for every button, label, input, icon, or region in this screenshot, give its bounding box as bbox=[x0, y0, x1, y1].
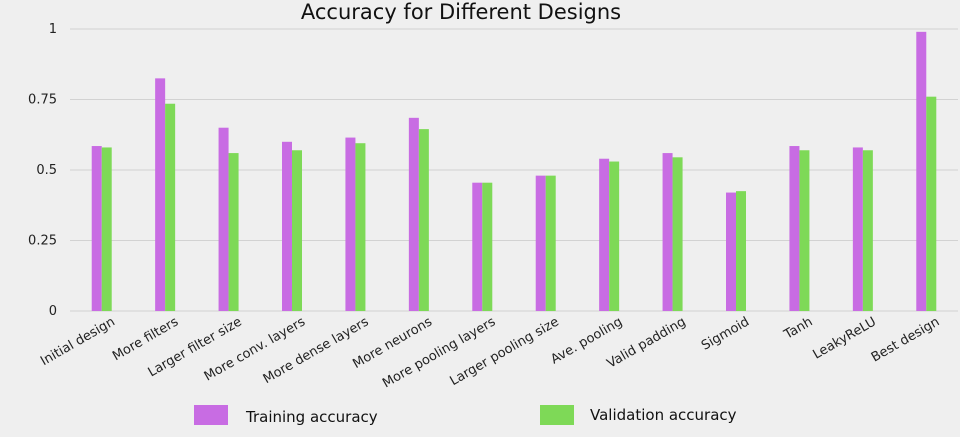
bar-validation bbox=[355, 143, 366, 311]
bar-training bbox=[916, 31, 927, 311]
gridlines bbox=[70, 28, 958, 312]
bar-validation bbox=[799, 150, 810, 311]
bar-training bbox=[726, 192, 736, 311]
bar-validation bbox=[165, 103, 176, 311]
bar-training bbox=[408, 117, 419, 311]
chart-title: Accuracy for Different Designs bbox=[301, 0, 621, 24]
x-tick-label: More dense layers bbox=[261, 314, 372, 387]
bar-training bbox=[91, 146, 102, 311]
bar-validation bbox=[228, 153, 239, 311]
y-tick-label: 1 bbox=[49, 22, 57, 37]
bar-validation bbox=[926, 96, 937, 312]
bar-training bbox=[852, 147, 863, 311]
bar-validation bbox=[292, 150, 302, 311]
x-tick-label: More pooling layers bbox=[380, 314, 498, 391]
x-tick-label: Larger pooling size bbox=[447, 314, 561, 389]
legend-swatch-training bbox=[194, 405, 228, 425]
bar-training bbox=[599, 158, 610, 311]
bar-validation bbox=[101, 147, 112, 311]
x-tick-label: LeakyReLU bbox=[810, 314, 878, 362]
bars bbox=[91, 31, 937, 312]
bar-validation bbox=[736, 191, 746, 311]
bar-validation bbox=[545, 175, 556, 311]
legend-label-validation: Validation accuracy bbox=[590, 406, 737, 424]
bar-training bbox=[345, 137, 356, 311]
legend: Training accuracy Validation accuracy bbox=[194, 405, 737, 426]
y-axis-ticks: 0 0.25 0.5 0.75 1 bbox=[28, 22, 57, 319]
bar-training bbox=[472, 182, 483, 311]
bar-training bbox=[155, 78, 166, 311]
x-tick-label: Best design bbox=[869, 314, 942, 365]
legend-label-training: Training accuracy bbox=[245, 408, 378, 426]
y-tick-label: 0.75 bbox=[28, 93, 57, 108]
bar-training bbox=[282, 141, 292, 311]
bar-validation bbox=[482, 182, 493, 311]
y-tick-label: 0.25 bbox=[28, 234, 57, 249]
y-tick-label: 0 bbox=[49, 304, 57, 319]
bar-validation bbox=[862, 150, 873, 311]
bar-validation bbox=[672, 157, 683, 311]
bar-training bbox=[218, 127, 229, 311]
bar-validation bbox=[609, 161, 620, 311]
bar-training bbox=[662, 153, 673, 311]
x-tick-label: Initial design bbox=[38, 314, 118, 369]
legend-swatch-validation bbox=[540, 405, 574, 425]
x-tick-label: Tanh bbox=[781, 314, 816, 343]
bar-training bbox=[535, 175, 546, 311]
x-tick-label: Sigmoid bbox=[699, 314, 752, 353]
bar-validation bbox=[418, 129, 429, 311]
y-tick-label: 0.5 bbox=[36, 163, 57, 178]
bar-training bbox=[789, 146, 800, 311]
